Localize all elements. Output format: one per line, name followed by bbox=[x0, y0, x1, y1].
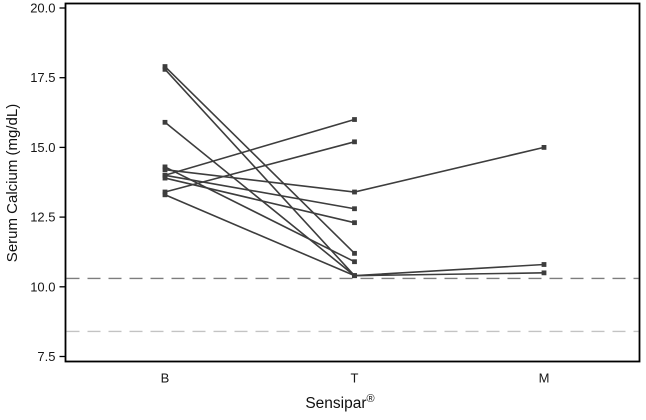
data-point-patient-5 bbox=[541, 145, 547, 150]
data-point-patient-4 bbox=[352, 259, 357, 265]
data-point-patient-1 bbox=[352, 250, 357, 256]
series-line-patient-9 bbox=[164, 141, 355, 193]
data-point-patient-5 bbox=[162, 167, 168, 173]
data-point-patient-1 bbox=[162, 64, 168, 69]
series-line-patient-7 bbox=[164, 174, 355, 210]
data-point-patient-8 bbox=[352, 220, 357, 226]
data-point-patient-7 bbox=[352, 206, 357, 212]
x-axis-title: Sensipar® bbox=[305, 393, 374, 412]
data-point-patient-10 bbox=[352, 273, 357, 279]
x-axis-title-text: Sensipar bbox=[305, 395, 366, 412]
series-line-patient-6 bbox=[164, 118, 355, 177]
registered-trademark-symbol: ® bbox=[367, 393, 375, 405]
data-point-patient-3 bbox=[162, 119, 168, 125]
series-line-patient-4 bbox=[164, 166, 355, 263]
y-axis-tick-label: 12.5 bbox=[30, 210, 55, 225]
series-line-patient-10 bbox=[164, 194, 355, 277]
y-axis-tick-label: 20.0 bbox=[30, 1, 55, 16]
plot-area: 7.5 10.0 12.5 15.0 17.5 20.0 B T M bbox=[30, 1, 641, 386]
y-axis-tick-label: 15.0 bbox=[30, 140, 55, 155]
plot-frame bbox=[64, 2, 641, 363]
data-point-patient-2 bbox=[162, 66, 168, 72]
data-point-patient-4 bbox=[162, 164, 168, 170]
data-point-patient-3 bbox=[541, 270, 547, 276]
y-axis-tick-label: 17.5 bbox=[30, 70, 55, 85]
data-point-patient-5 bbox=[352, 189, 357, 195]
x-axis-tick-label-B: B bbox=[161, 371, 170, 386]
x-axis-tick-label-M: M bbox=[539, 371, 550, 386]
data-point-patient-10 bbox=[162, 192, 168, 198]
data-point-patient-2 bbox=[541, 262, 547, 267]
y-axis-title: Serum Calcium (mg/dL) bbox=[4, 104, 21, 262]
series-line-patient-8 bbox=[164, 177, 355, 224]
x-axis-tick-label-T: T bbox=[351, 371, 359, 386]
data-point-patient-9 bbox=[162, 189, 168, 195]
y-axis-tick-label: 7.5 bbox=[37, 349, 55, 364]
data-point-patient-8 bbox=[162, 175, 168, 181]
data-point-patient-7 bbox=[162, 172, 168, 178]
y-axis-tick-label: 10.0 bbox=[30, 279, 55, 294]
series-line-patient-1 bbox=[164, 65, 356, 254]
data-point-patient-9 bbox=[352, 139, 357, 145]
data-point-patient-6 bbox=[352, 117, 357, 122]
